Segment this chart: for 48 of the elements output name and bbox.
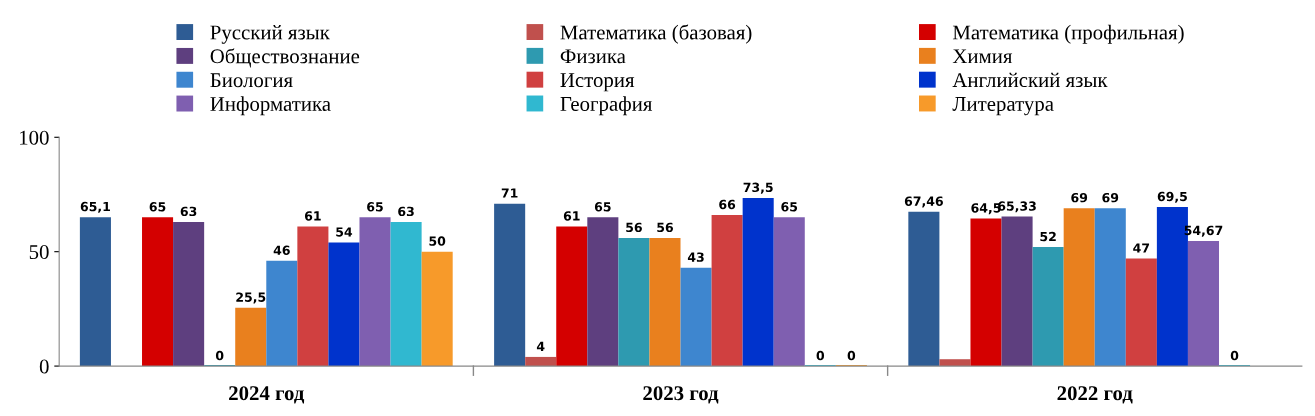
data-label: 63 — [398, 206, 414, 217]
data-label: 69 — [1071, 192, 1088, 203]
data-label: 0 — [1230, 350, 1239, 361]
legend-label: Биология — [210, 73, 293, 88]
data-label: 50 — [429, 236, 446, 246]
data-label: 52 — [1040, 231, 1056, 242]
legend-label: Химия — [952, 49, 1013, 64]
data-label: 65,1 — [80, 201, 110, 213]
data-label: 56 — [626, 222, 642, 233]
legend-label: Английский язык — [952, 72, 1108, 88]
data-label: 61 — [563, 211, 580, 221]
data-label: 66 — [719, 199, 736, 210]
y-tick-label: 0 — [39, 359, 49, 374]
data-label: 61 — [304, 211, 321, 221]
data-label: 65 — [367, 202, 383, 212]
legend-label: Обществознание — [210, 48, 360, 68]
data-label: 54 — [336, 227, 353, 237]
y-tick-label: 50 — [29, 245, 49, 260]
legend-label: Математика (профильная) — [952, 24, 1184, 44]
data-label: 67,46 — [904, 196, 943, 208]
legend-label: Русский язык — [210, 25, 330, 44]
data-label: 47 — [1133, 243, 1150, 253]
data-label: 69,5 — [1157, 191, 1187, 203]
data-label: 4 — [536, 341, 545, 351]
y-tick-label: 100 — [20, 130, 49, 145]
data-label: 65 — [149, 202, 166, 212]
data-label: 65 — [781, 202, 798, 212]
data-label: 46 — [273, 245, 290, 255]
legend-label: География — [560, 96, 653, 116]
legend-label: Литература — [952, 97, 1054, 116]
legend-label: История — [560, 73, 635, 92]
data-label: 56 — [657, 222, 673, 233]
x-tick-label: 2024 год — [229, 386, 305, 404]
data-label: 43 — [687, 252, 704, 262]
data-label: 71 — [501, 188, 518, 198]
data-label: 0 — [816, 350, 825, 361]
data-label: 69 — [1102, 192, 1119, 203]
legend-label: Информатика — [210, 96, 331, 116]
data-label: 63 — [180, 206, 197, 217]
legend-label: Математика (базовая) — [560, 24, 752, 44]
data-label: 25,5 — [236, 292, 266, 304]
data-label: 0 — [847, 350, 856, 361]
data-label: 65 — [594, 202, 611, 212]
x-tick-label: 2022 год — [1057, 386, 1133, 404]
data-label: 73,5 — [743, 182, 773, 194]
x-tick-label: 2023 год — [643, 386, 719, 404]
data-label: 0 — [215, 350, 224, 361]
legend-label: Физика — [560, 49, 626, 64]
